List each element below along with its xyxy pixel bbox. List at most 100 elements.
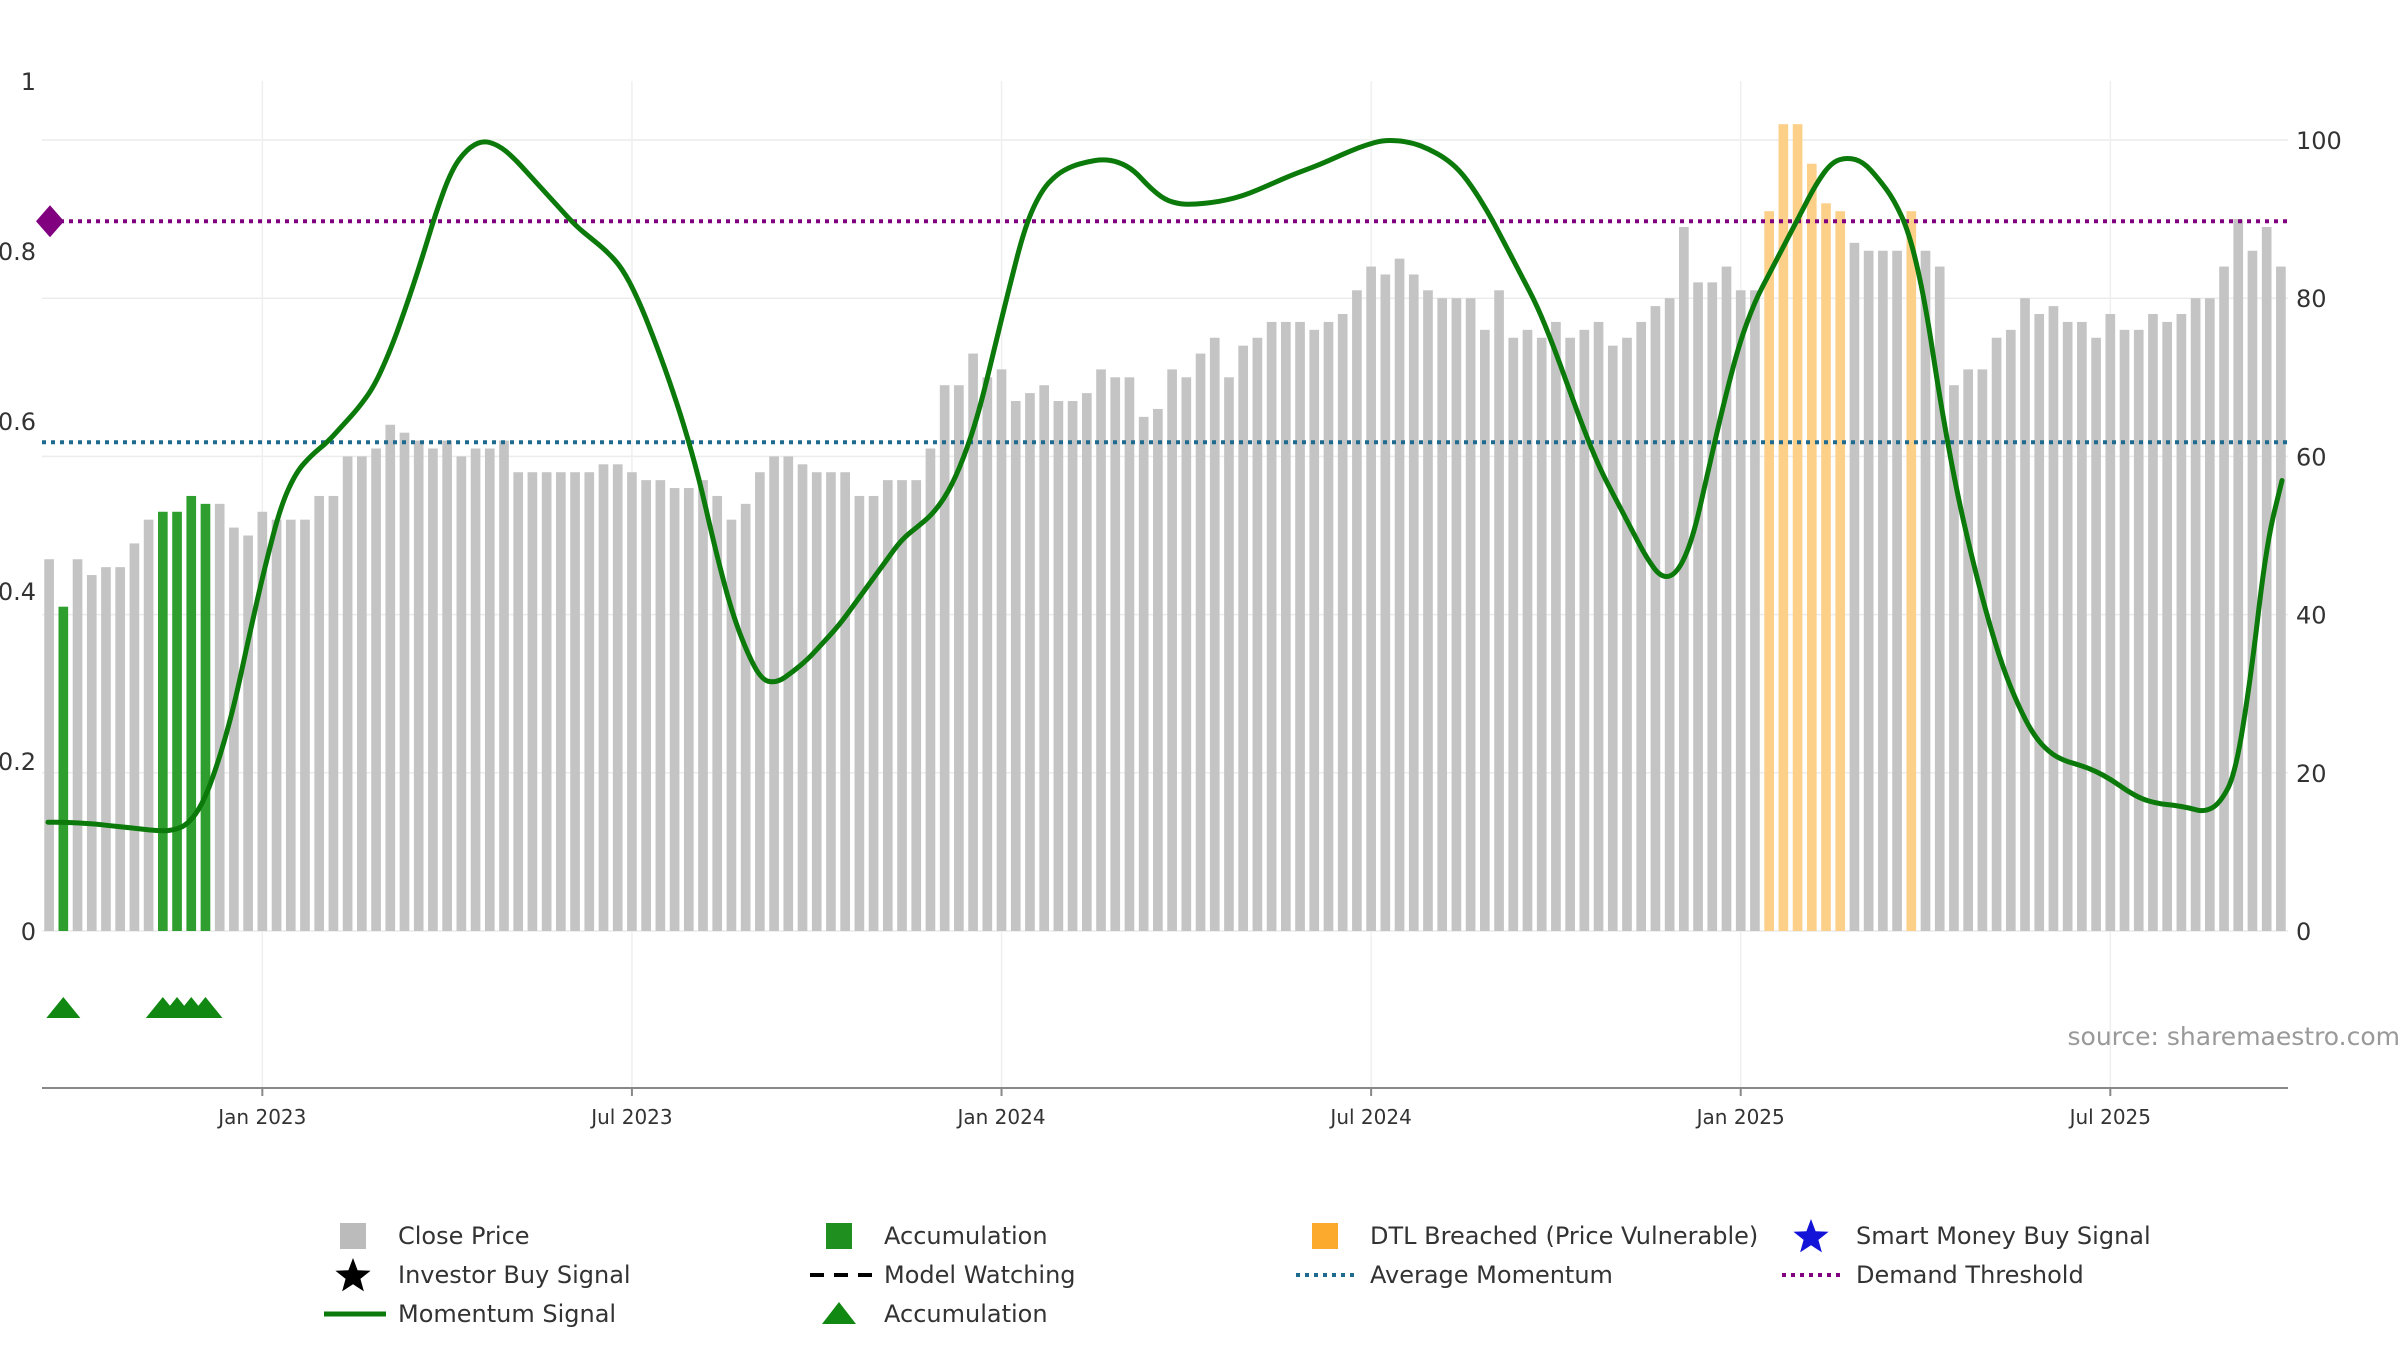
bar-close-price — [1920, 250, 1931, 932]
bar-close-price — [2176, 314, 2187, 931]
bar-close-price — [484, 448, 495, 931]
bar-close-price — [783, 456, 794, 931]
bar-close-price — [612, 464, 623, 931]
bar-close-price — [683, 488, 694, 931]
bar-close-price — [1579, 329, 1590, 932]
bar-close-price — [257, 511, 268, 931]
bar-close-price — [1167, 369, 1177, 931]
bar-close-price — [1394, 258, 1405, 931]
left-axis-tick-label: 0.4 — [0, 578, 36, 606]
demand-threshold-diamond — [36, 205, 64, 238]
bar-close-price — [1309, 329, 1320, 932]
bar-close-price — [811, 472, 822, 931]
bar-close-price — [1323, 321, 1334, 931]
bar-close-price — [285, 519, 296, 931]
bar-close-price — [1053, 401, 1064, 931]
bar-close-price — [527, 472, 538, 931]
bar-close-price — [1224, 377, 1234, 931]
bar-close-price — [1721, 266, 1732, 931]
bar-close-price — [1480, 329, 1490, 932]
bar-close-price — [2247, 250, 2258, 932]
bar-close-price — [911, 480, 922, 931]
bar-close-price — [2162, 321, 2173, 931]
right-axis-tick-label: 0 — [2296, 918, 2311, 946]
bar-close-price — [1352, 290, 1362, 931]
bar-close-price — [1366, 266, 1376, 931]
bar-close-price — [627, 472, 637, 931]
bar-close-price — [1593, 321, 1604, 931]
bar-close-price — [115, 567, 126, 931]
bar-close-price — [2077, 321, 2087, 931]
bar-close-price — [897, 480, 907, 931]
bar-close-price — [868, 495, 879, 931]
bar-close-price — [229, 527, 239, 931]
bar-close-price — [2261, 227, 2272, 931]
bar-close-price — [413, 440, 424, 931]
bar-close-price — [44, 559, 54, 931]
bar-close-price — [101, 567, 111, 931]
bar-close-price — [1039, 385, 1050, 932]
bar-close-price — [1138, 416, 1149, 932]
bar-close-price — [1067, 401, 1078, 931]
bar-close-price — [556, 472, 566, 931]
bar-close-price — [2005, 329, 2016, 932]
bar-close-price — [2020, 298, 2030, 931]
bar-close-price — [1295, 321, 1305, 931]
bar-close-price — [1536, 337, 1547, 931]
bar-close-price — [769, 456, 779, 931]
bar-close-price — [371, 448, 381, 931]
bar-close-price — [1551, 321, 1561, 931]
bar-close-price — [1977, 369, 1988, 931]
bar-close-price — [669, 488, 680, 931]
bar-close-price — [1849, 242, 1860, 931]
bar-close-price — [1380, 274, 1391, 932]
bar-accumulation — [172, 511, 182, 931]
bar-close-price — [2204, 298, 2215, 931]
bar-close-price — [1750, 290, 1760, 931]
bar-close-price — [968, 353, 978, 931]
bar-close-price — [755, 472, 765, 931]
bar-close-price — [698, 480, 708, 931]
bar-close-price — [925, 448, 936, 931]
bar-close-price — [541, 472, 552, 931]
bar-close-price — [300, 519, 310, 931]
bar-close-price — [982, 377, 993, 931]
bar-close-price — [2190, 298, 2201, 931]
left-axis-tick-label: 0.2 — [0, 748, 36, 776]
bar-close-price — [1437, 298, 1448, 931]
bar-dtl-breached — [1806, 163, 1817, 932]
bar-close-price — [1565, 337, 1575, 931]
left-axis-tick-label: 0.8 — [0, 238, 36, 266]
bar-close-price — [726, 519, 737, 931]
bar-close-price — [1266, 321, 1277, 931]
bar-close-price — [1408, 274, 1419, 932]
bar-close-price — [1153, 408, 1163, 931]
bar-close-price — [1949, 385, 1959, 932]
left-axis-tick-label: 1 — [21, 68, 36, 96]
bar-close-price — [214, 503, 225, 931]
bar-close-price — [1735, 290, 1746, 931]
bar-close-price — [1423, 290, 1433, 931]
bar-close-price — [428, 448, 438, 931]
bar-close-price — [1124, 377, 1135, 931]
bar-close-price — [1863, 250, 1874, 932]
bar-close-price — [840, 472, 850, 931]
bar-close-price — [456, 456, 467, 931]
reference-lines — [36, 205, 2288, 445]
x-axis-tick-label: Jul 2025 — [2068, 1105, 2151, 1129]
bar-close-price — [1963, 369, 1973, 931]
bar-close-price — [1622, 337, 1632, 931]
bar-close-price — [1878, 250, 1888, 932]
bar-close-price — [342, 456, 353, 931]
bar-close-price — [954, 385, 964, 932]
accumulation-markers — [46, 997, 223, 1018]
bar-close-price — [1650, 306, 1661, 931]
x-axis-tick-label: Jan 2024 — [955, 1105, 1045, 1129]
bar-close-price — [1636, 321, 1647, 931]
bar-accumulation — [186, 495, 197, 931]
bar-close-price — [1508, 337, 1519, 931]
bar-close-price — [513, 472, 524, 931]
bar-accumulation — [157, 511, 168, 931]
accumulation-marker-triangle — [46, 997, 81, 1018]
bar-close-price — [641, 480, 651, 931]
